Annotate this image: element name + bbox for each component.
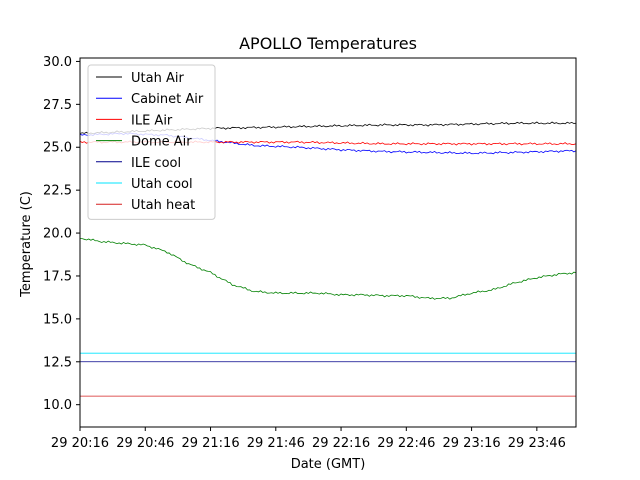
legend-label-ile-air: ILE Air <box>131 113 173 128</box>
legend-label-utah-cool: Utah cool <box>131 177 193 192</box>
y-tick-label: 20.0 <box>43 227 72 242</box>
x-tick-label: 29 22:46 <box>377 436 435 451</box>
legend-label-cabinet-air: Cabinet Air <box>131 92 204 107</box>
y-tick-label: 27.5 <box>43 98 72 113</box>
y-tick-label: 30.0 <box>43 55 72 70</box>
series-line-dome-air <box>80 238 576 300</box>
y-tick-label: 17.5 <box>43 269 72 284</box>
axis-layer: 10.0 12.5 15.0 17.5 20.0 22.5 25.0 27.5 30.0 29 2… <box>43 55 566 451</box>
chart-title: APOLLO Temperatures <box>239 34 417 53</box>
x-tick-label: 29 20:16 <box>51 436 109 451</box>
x-tick-label: 29 22:16 <box>312 436 370 451</box>
y-tick-label: 25.0 <box>43 141 72 156</box>
y-axis-label: Temperature (C) <box>19 191 34 298</box>
y-tick-label: 15.0 <box>43 312 72 327</box>
y-tick-label: 22.5 <box>43 184 72 199</box>
legend-label-ile-cool: ILE cool <box>131 156 181 171</box>
x-tick-label: 29 21:46 <box>247 436 305 451</box>
y-tick-label: 10.0 <box>43 398 72 413</box>
y-tick-label: 12.5 <box>43 355 72 370</box>
x-tick-label: 29 20:46 <box>116 436 174 451</box>
x-axis-label: Date (GMT) <box>291 457 366 472</box>
x-tick-label: 29 21:16 <box>181 436 239 451</box>
legend-label-utah-air: Utah Air <box>131 71 184 86</box>
plot-frame <box>79 57 577 428</box>
legend: Utah Air Cabinet Air ILE Air Dome Air ILE co… <box>87 64 216 220</box>
legend-frame <box>87 64 216 220</box>
legend-label-utah-heat: Utah heat <box>131 198 195 213</box>
x-tick-label: 29 23:16 <box>443 436 501 451</box>
legend-label-dome-air: Dome Air <box>131 135 192 150</box>
x-tick-label: 29 23:46 <box>508 436 566 451</box>
